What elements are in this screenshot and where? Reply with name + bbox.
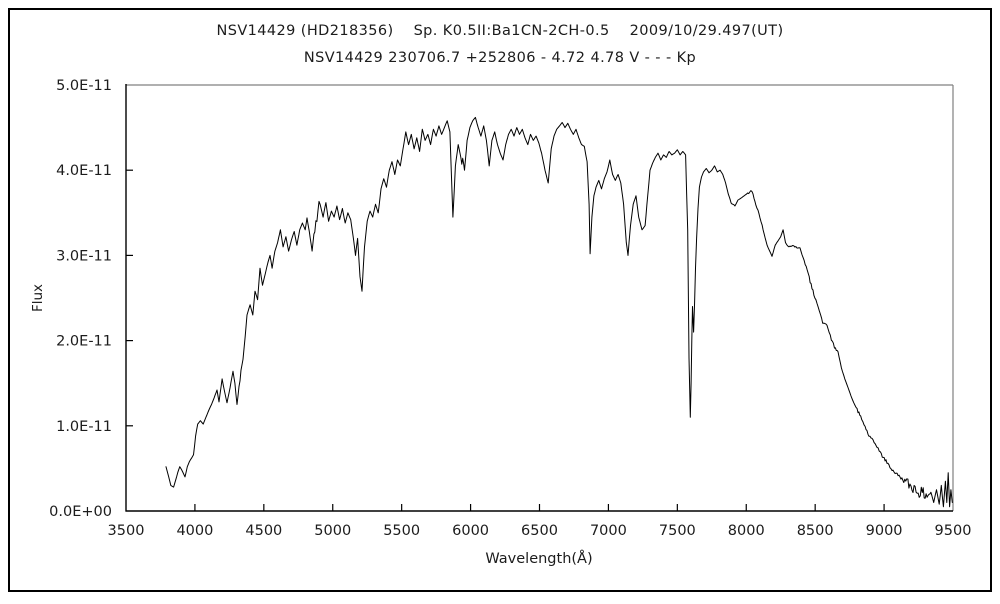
spectrum-series [165, 116, 953, 508]
x-tick-label: 3500 [108, 523, 145, 539]
x-tick-label: 6500 [521, 523, 558, 539]
x-tick-label: 7000 [590, 523, 627, 539]
y-tick-label: 4.0E-11 [56, 163, 112, 179]
x-axis-label: Wavelength(Å) [485, 550, 592, 567]
y-tick-label: 5.0E-11 [56, 78, 112, 94]
x-tick-label: 7500 [659, 523, 696, 539]
x-tick-label: 4000 [176, 523, 213, 539]
y-tick-label: 1.0E-11 [56, 419, 112, 435]
outer-frame [8, 8, 992, 592]
x-tick-label: 6000 [452, 523, 489, 539]
x-tick-label: 9000 [866, 523, 903, 539]
x-tick-label: 8500 [797, 523, 834, 539]
chart-title-line2: NSV14429 230706.7 +252806 - 4.72 4.78 V … [304, 50, 696, 66]
x-tick-label: 4500 [245, 523, 282, 539]
tick-labels: 3500 4000 4500 5000 5500 6000 6500 7000 7500 8000… [49, 78, 971, 539]
x-tick-label: 9500 [935, 523, 972, 539]
axis-ticks [126, 169, 885, 511]
x-tick-label: 5500 [383, 523, 420, 539]
x-tick-label: 5000 [314, 523, 351, 539]
y-tick-label: 3.0E-11 [56, 248, 112, 264]
chart-title-line1: NSV14429 (HD218356) Sp. K0.5II:Ba1CN-2CH… [217, 23, 784, 39]
spectrum-line [165, 116, 953, 508]
y-tick-label: 2.0E-11 [56, 334, 112, 350]
y-axis-label: Flux [30, 284, 46, 312]
y-tick-label: 0.0E+00 [49, 504, 112, 520]
x-tick-label: 8000 [728, 523, 765, 539]
